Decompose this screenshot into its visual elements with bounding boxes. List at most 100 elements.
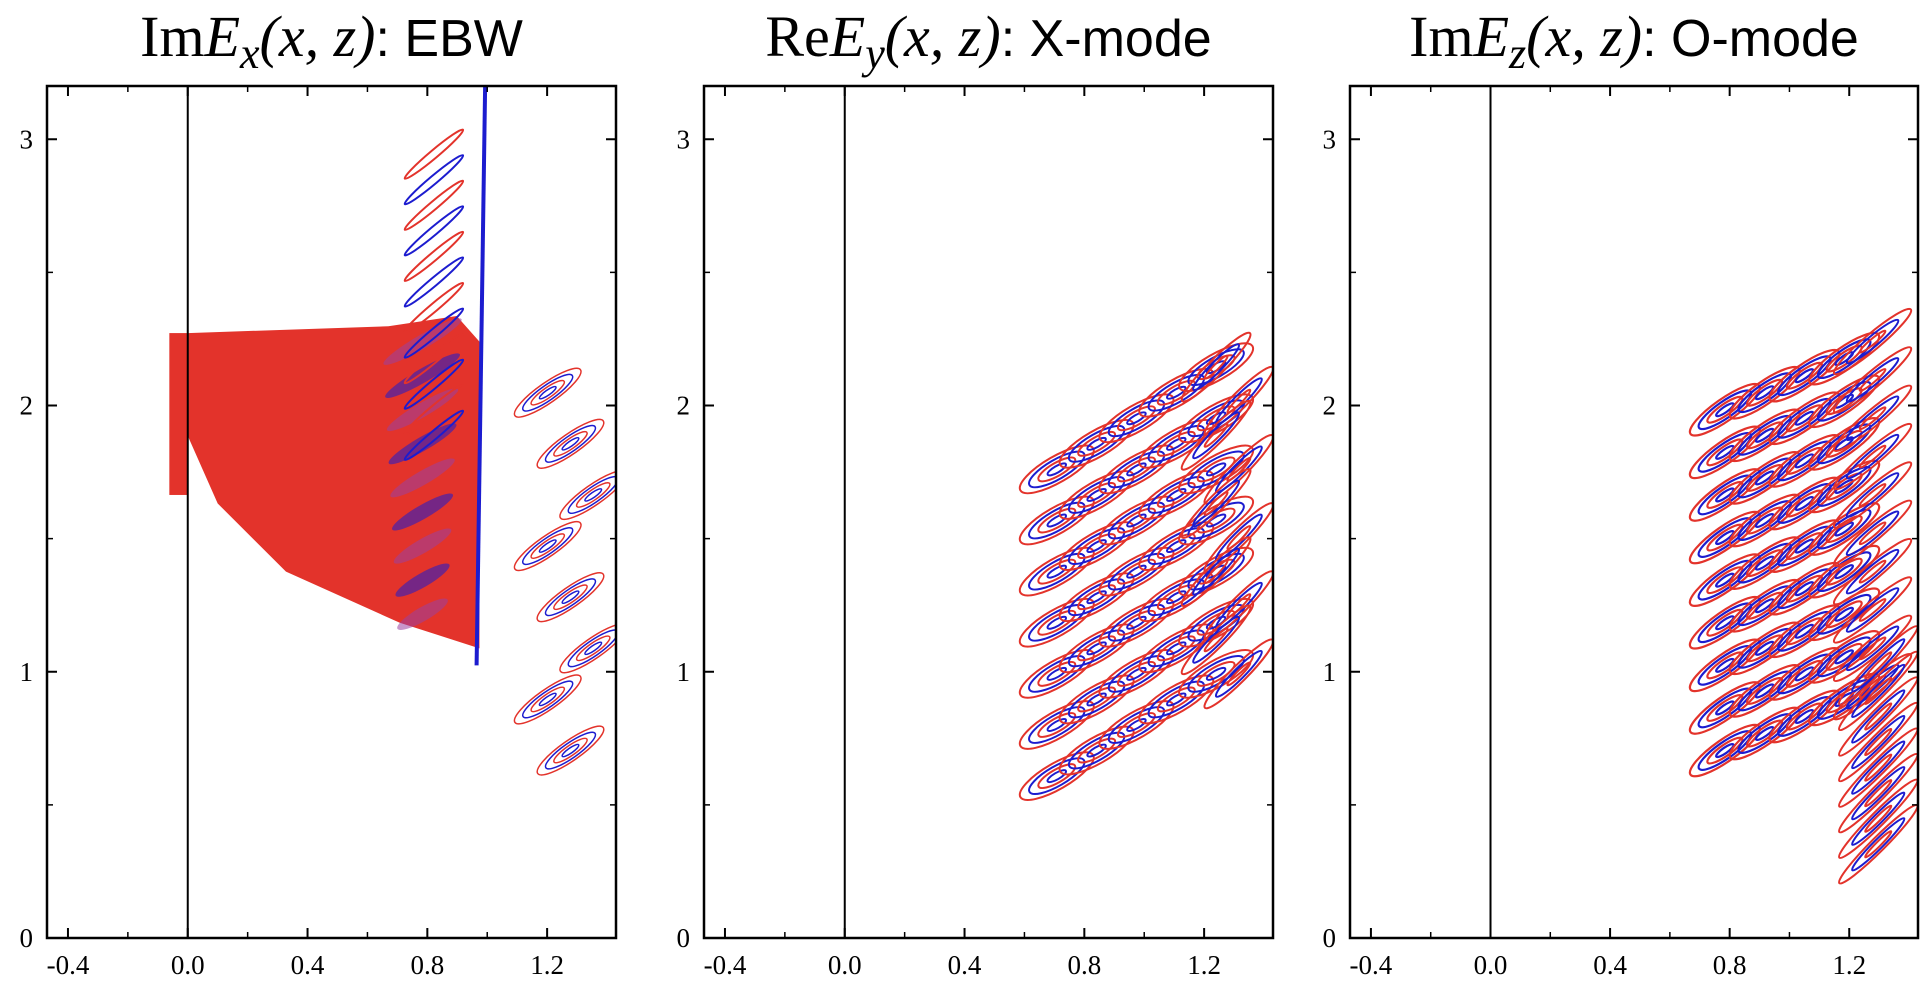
- contour: [403, 409, 465, 461]
- contour: [1864, 651, 1893, 680]
- contour: [1037, 712, 1077, 738]
- contour: [553, 430, 588, 457]
- contour: [1192, 615, 1241, 664]
- contour: [1794, 453, 1815, 469]
- contour: [403, 205, 465, 257]
- contour: [536, 572, 605, 623]
- contour: [1832, 346, 1913, 414]
- contour: [1126, 462, 1147, 477]
- contour: [1205, 666, 1227, 681]
- contour: [1116, 456, 1156, 483]
- contour: [1166, 488, 1187, 502]
- contour: [1838, 804, 1918, 885]
- plot-frame: [45, 84, 618, 940]
- contour: [1838, 727, 1918, 808]
- contour: [1166, 385, 1187, 400]
- contour: [1851, 638, 1906, 693]
- contour: [1754, 470, 1775, 486]
- contour: [1107, 706, 1166, 744]
- contour: [1037, 456, 1077, 483]
- plot-frame: [702, 84, 1275, 940]
- contour: [1858, 444, 1887, 469]
- contour: [1754, 725, 1775, 742]
- contour: [1851, 817, 1906, 872]
- contour: [1192, 411, 1241, 460]
- contour-edge: [474, 86, 488, 666]
- contour: [1851, 740, 1906, 795]
- contour: [1156, 533, 1196, 559]
- contour: [1086, 488, 1107, 502]
- contour: [1203, 627, 1229, 653]
- contour: [1845, 587, 1900, 633]
- contour: [567, 475, 616, 514]
- contour: [403, 333, 465, 385]
- contour: [1192, 547, 1241, 596]
- contour: [1046, 718, 1068, 732]
- contour: [1832, 614, 1913, 683]
- contour: [1037, 558, 1077, 585]
- contour: [1156, 430, 1196, 457]
- contour: [1715, 402, 1735, 418]
- contour: [403, 358, 465, 410]
- y-tick-label: 2: [677, 391, 691, 421]
- contour: [561, 743, 580, 758]
- contour: [536, 725, 605, 776]
- contour: [1858, 483, 1887, 507]
- contour: [1858, 521, 1887, 546]
- contour: [1046, 666, 1068, 681]
- contour: [561, 590, 580, 605]
- contour: [1816, 508, 1872, 550]
- contour: [1126, 513, 1147, 528]
- contour: [1832, 422, 1913, 491]
- contour: [1166, 641, 1187, 656]
- contour: [1028, 501, 1086, 540]
- contour: [1838, 778, 1918, 859]
- contour: [1715, 657, 1735, 673]
- contour: [530, 533, 566, 560]
- contour: [1851, 663, 1906, 719]
- contour: [522, 680, 574, 719]
- contour: [395, 563, 450, 597]
- contour: [383, 318, 462, 365]
- title-mode: : EBW: [376, 10, 523, 68]
- contour: [1715, 487, 1735, 503]
- contour: [1180, 536, 1252, 608]
- contour: [1825, 429, 1863, 458]
- contour: [1156, 482, 1196, 508]
- contour: [1028, 450, 1086, 489]
- contour: [1851, 766, 1906, 821]
- contour: [1147, 527, 1205, 565]
- contour: [1192, 343, 1241, 392]
- x-tick-label: 1.2: [530, 950, 564, 980]
- contour: [1203, 491, 1229, 516]
- contour: [1196, 456, 1236, 483]
- contour: [1077, 482, 1117, 508]
- contour: [1715, 572, 1735, 588]
- contour: [1180, 604, 1252, 676]
- contour: [1203, 422, 1229, 448]
- contour: [1825, 557, 1863, 586]
- contour: [1046, 564, 1068, 579]
- contour: [1845, 433, 1900, 480]
- contour: [1858, 368, 1887, 392]
- contour: [1851, 689, 1906, 744]
- contour: [1156, 379, 1196, 406]
- contour: [1808, 502, 1881, 556]
- contour: [1754, 512, 1775, 529]
- contour: [1166, 539, 1187, 554]
- contour: [1858, 559, 1887, 584]
- contour: [1147, 629, 1205, 668]
- x-tick-label: 0.8: [410, 950, 444, 980]
- contour: [1187, 348, 1245, 387]
- title-sub: y: [861, 29, 885, 78]
- contour: [1754, 683, 1775, 699]
- contour: [1067, 476, 1126, 514]
- contour: [1205, 513, 1227, 528]
- contour: [1832, 461, 1913, 529]
- contour: [1715, 615, 1735, 631]
- contour: [1864, 804, 1893, 833]
- contour: [1832, 307, 1913, 376]
- contour: [1858, 598, 1887, 622]
- contour: [1178, 495, 1255, 546]
- x-tick-label: -0.4: [1350, 950, 1393, 980]
